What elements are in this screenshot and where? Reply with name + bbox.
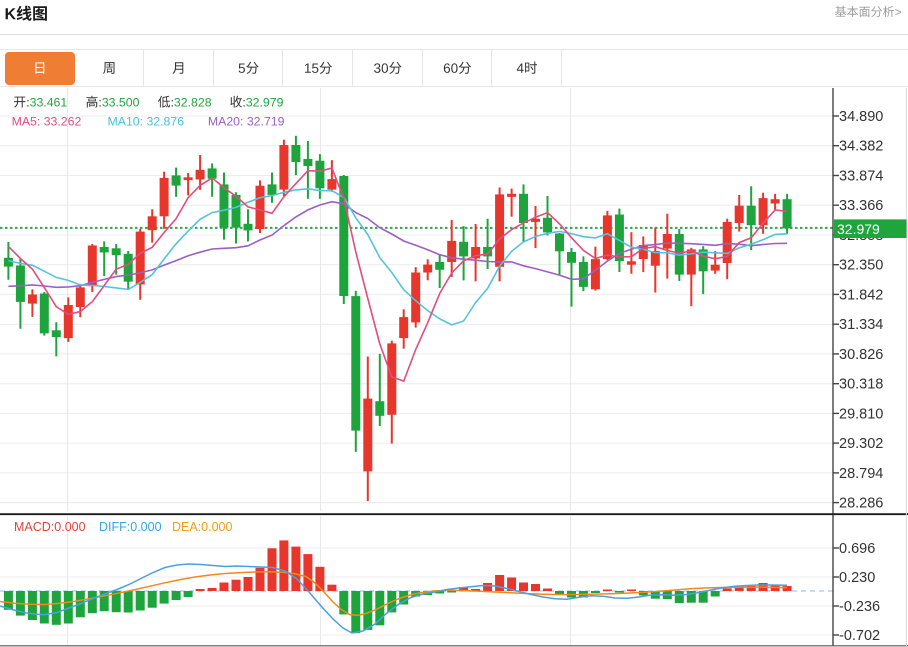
svg-text:30.826: 30.826 <box>839 347 883 363</box>
svg-text:0.230: 0.230 <box>839 570 875 586</box>
svg-text:30.318: 30.318 <box>839 377 883 393</box>
svg-text::32.828: :32.828 <box>171 96 212 110</box>
svg-text:34.382: 34.382 <box>839 139 883 155</box>
svg-text:-0.702: -0.702 <box>839 628 880 644</box>
svg-text:0.696: 0.696 <box>839 541 875 557</box>
svg-text:32.979: 32.979 <box>837 221 880 237</box>
svg-text:33.874: 33.874 <box>839 169 883 185</box>
svg-text:31.334: 31.334 <box>839 317 883 333</box>
svg-text:-0.236: -0.236 <box>839 599 880 615</box>
svg-text:33.366: 33.366 <box>839 198 883 214</box>
svg-text:28.794: 28.794 <box>839 466 883 482</box>
svg-text::33.461: :33.461 <box>26 96 67 110</box>
svg-text:28.286: 28.286 <box>839 496 883 512</box>
svg-text:31.842: 31.842 <box>839 287 883 303</box>
svg-text:29.810: 29.810 <box>839 406 883 422</box>
svg-text:34.890: 34.890 <box>839 109 883 125</box>
svg-text:32.350: 32.350 <box>839 258 883 274</box>
svg-text:29.302: 29.302 <box>839 436 883 452</box>
svg-text::32.979: :32.979 <box>242 96 283 110</box>
svg-text::33.500: :33.500 <box>98 96 139 110</box>
